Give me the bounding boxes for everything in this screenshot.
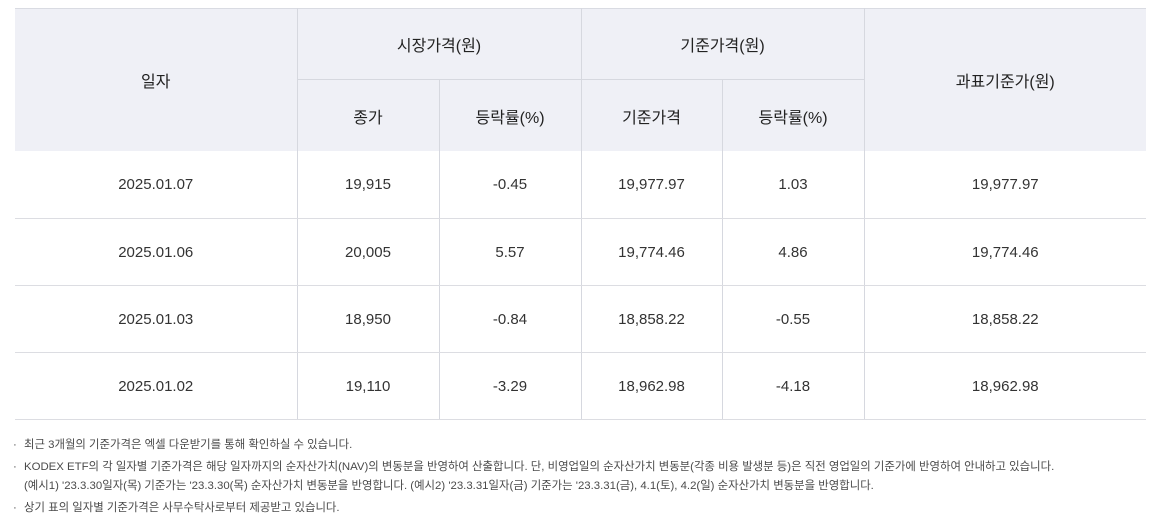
note-item: · KODEX ETF의 각 일자별 기준가격은 해당 일자까지의 순자산가치(… xyxy=(13,458,1148,477)
cell-nav: 18,962.98 xyxy=(580,352,723,420)
cell-market-change-rate: -3.29 xyxy=(438,352,582,420)
cell-tax-base-price: 18,962.98 xyxy=(863,352,1147,420)
header-market-change-rate: 등락률(%) xyxy=(438,79,582,151)
cell-nav: 18,858.22 xyxy=(580,285,723,353)
note-text-continued: (예시1) '23.3.30일자(목) 기준가는 '23.3.30(목) 순자산… xyxy=(24,480,874,492)
header-nav: 기준가격 xyxy=(580,79,723,151)
cell-market-change-rate: -0.84 xyxy=(438,285,582,353)
bullet-icon: · xyxy=(13,439,17,451)
note-text: KODEX ETF의 각 일자별 기준가격은 해당 일자까지의 순자산가치(NA… xyxy=(24,461,1055,473)
cell-date: 2025.01.03 xyxy=(15,285,297,353)
cell-date: 2025.01.06 xyxy=(15,218,297,286)
header-close-price: 종가 xyxy=(296,79,439,151)
table-row: 2025.01.03 18,950 -0.84 18,858.22 -0.55 … xyxy=(15,285,1147,353)
table-header: 일자 시장가격(원) 기준가격(원) 과표기준가(원) 종가 등락률(%) 기준… xyxy=(15,8,1147,151)
header-date: 일자 xyxy=(15,8,297,151)
table-body: 2025.01.07 19,915 -0.45 19,977.97 1.03 1… xyxy=(15,151,1147,420)
cell-date: 2025.01.02 xyxy=(15,352,297,420)
bullet-icon: · xyxy=(13,461,17,473)
note-text: 최근 3개월의 기준가격은 엑셀 다운받기를 통해 확인하실 수 있습니다. xyxy=(24,439,353,451)
table-row: 2025.01.02 19,110 -3.29 18,962.98 -4.18 … xyxy=(15,352,1147,420)
cell-date: 2025.01.07 xyxy=(15,151,297,219)
cell-nav: 19,977.97 xyxy=(580,151,723,219)
cell-nav: 19,774.46 xyxy=(580,218,723,286)
cell-close-price: 19,110 xyxy=(296,352,439,420)
cell-close-price: 20,005 xyxy=(296,218,439,286)
cell-market-change-rate: 5.57 xyxy=(438,218,582,286)
note-text: 상기 표의 일자별 기준가격은 사무수탁사로부터 제공받고 있습니다. xyxy=(24,502,340,514)
cell-tax-base-price: 19,774.46 xyxy=(863,218,1147,286)
cell-tax-base-price: 18,858.22 xyxy=(863,285,1147,353)
cell-nav-change-rate: 4.86 xyxy=(721,218,865,286)
notes-list: · 최근 3개월의 기준가격은 엑셀 다운받기를 통해 확인하실 수 있습니다.… xyxy=(13,436,1148,518)
cell-market-change-rate: -0.45 xyxy=(438,151,582,219)
cell-close-price: 19,915 xyxy=(296,151,439,219)
cell-nav-change-rate: 1.03 xyxy=(721,151,865,219)
note-item: · 최근 3개월의 기준가격은 엑셀 다운받기를 통해 확인하실 수 있습니다. xyxy=(13,436,1148,455)
nav-history-table: 일자 시장가격(원) 기준가격(원) 과표기준가(원) 종가 등락률(%) 기준… xyxy=(15,8,1147,420)
header-tax-base-price: 과표기준가(원) xyxy=(863,8,1147,151)
cell-nav-change-rate: -0.55 xyxy=(721,285,865,353)
header-nav-change-rate: 등락률(%) xyxy=(721,79,865,151)
header-nav-group: 기준가격(원) xyxy=(580,8,865,80)
note-item: · 상기 표의 일자별 기준가격은 사무수탁사로부터 제공받고 있습니다. xyxy=(13,499,1148,518)
bullet-icon: · xyxy=(13,502,17,514)
cell-tax-base-price: 19,977.97 xyxy=(863,151,1147,219)
cell-close-price: 18,950 xyxy=(296,285,439,353)
table-row: 2025.01.06 20,005 5.57 19,774.46 4.86 19… xyxy=(15,218,1147,286)
cell-nav-change-rate: -4.18 xyxy=(721,352,865,420)
table-row: 2025.01.07 19,915 -0.45 19,977.97 1.03 1… xyxy=(15,151,1147,219)
header-market-price-group: 시장가격(원) xyxy=(296,8,582,80)
